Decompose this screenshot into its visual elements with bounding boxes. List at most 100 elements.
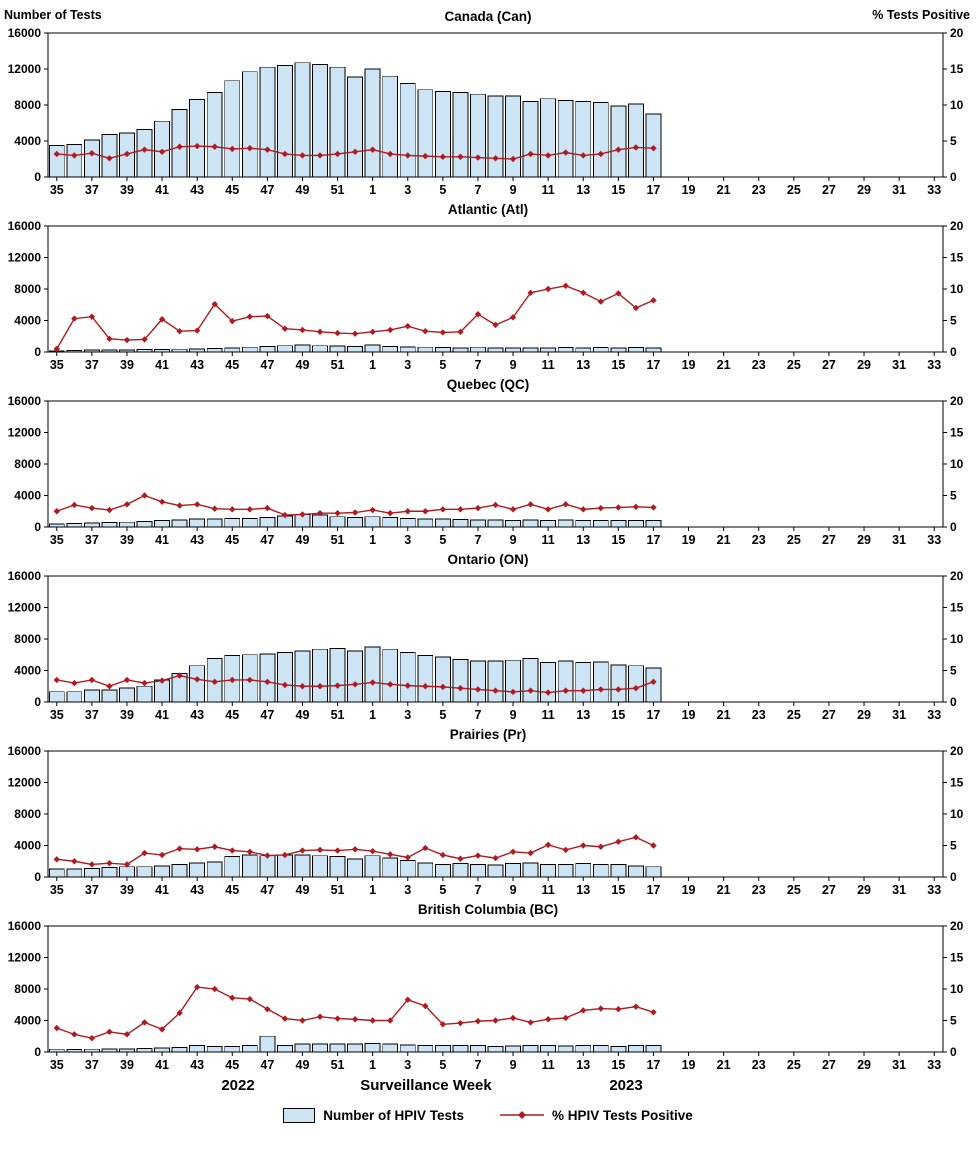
x-tick-label: 47 xyxy=(260,183,274,197)
bar xyxy=(452,347,469,353)
y-axis-ticks: 0 4000 8000 12000 16000 0 5 10 15 20 xyxy=(8,28,964,184)
bar xyxy=(347,346,364,353)
diamond-marker xyxy=(422,152,429,160)
diamond-marker xyxy=(439,851,447,859)
diamond-marker xyxy=(474,504,482,512)
diamond-marker xyxy=(106,1028,113,1036)
diamond-marker xyxy=(404,682,411,689)
bar xyxy=(645,347,662,353)
x-tick-label: 11 xyxy=(542,708,555,722)
diamond-marker xyxy=(246,848,254,855)
bar xyxy=(399,651,416,703)
bar xyxy=(470,1045,486,1053)
bar xyxy=(434,863,451,878)
bar xyxy=(645,1045,662,1053)
bar xyxy=(294,62,311,178)
diamond-marker xyxy=(492,501,499,509)
bar xyxy=(575,662,592,703)
diamond-marker xyxy=(632,684,640,692)
diamond-marker xyxy=(123,150,131,158)
diamond-marker xyxy=(404,152,411,159)
y-tick-label-right: 20 xyxy=(950,746,964,758)
x-tick-label: 13 xyxy=(576,183,590,197)
x-tick-label: 13 xyxy=(576,883,590,897)
x-tick-label: 9 xyxy=(510,883,517,897)
diamond-marker xyxy=(615,504,622,511)
diamond-marker xyxy=(88,150,96,157)
x-tick-label: 31 xyxy=(892,883,906,897)
x-tick-label: 9 xyxy=(510,183,517,197)
x-tick-label: 9 xyxy=(510,358,517,372)
bar xyxy=(522,519,539,528)
y-tick-label-right: 0 xyxy=(950,170,957,184)
diamond-marker xyxy=(193,142,201,150)
x-tick-label: 35 xyxy=(50,708,64,722)
panel-title-row: Quebec (QC) xyxy=(0,374,976,396)
x-tick-label: 1 xyxy=(369,358,376,372)
x-tick-label: 17 xyxy=(646,358,660,372)
x-tick-label: 51 xyxy=(331,883,345,897)
diamond-marker xyxy=(632,503,640,511)
bar xyxy=(189,99,206,178)
x-tick-label: 15 xyxy=(611,358,625,372)
y-tick-label-left: 0 xyxy=(34,170,41,184)
bar xyxy=(312,64,328,178)
y-tick-label-left: 0 xyxy=(34,345,41,359)
panel-title-canada: Canada (Can) xyxy=(444,9,532,24)
bar xyxy=(470,346,486,353)
y-tick-label-right: 10 xyxy=(950,982,964,996)
y-tick-label-left: 16000 xyxy=(8,221,42,233)
diamond-marker xyxy=(281,1015,289,1022)
diamond-marker xyxy=(492,854,499,862)
x-tick-label: 17 xyxy=(646,1058,660,1072)
x-tick-label: 3 xyxy=(404,1058,411,1072)
x-tick-label: 21 xyxy=(717,358,731,372)
bar xyxy=(557,863,574,878)
x-tick-label: 19 xyxy=(682,883,696,897)
y-tick-label-left: 4000 xyxy=(14,134,41,148)
bar xyxy=(294,1043,311,1053)
y-tick-label-right: 20 xyxy=(950,396,964,408)
diamond-marker xyxy=(369,847,376,855)
diamond-marker xyxy=(211,985,218,993)
x-tick-label: 25 xyxy=(787,708,801,722)
x-tick-label: 33 xyxy=(927,183,941,197)
bar xyxy=(83,139,100,178)
pct-positive-line xyxy=(56,986,654,1039)
diamond-marker xyxy=(176,845,183,852)
bar xyxy=(592,661,609,703)
x-tick-label: 31 xyxy=(892,1058,906,1072)
diamond-marker xyxy=(527,849,534,857)
diamond-marker xyxy=(211,300,218,308)
x-tick-label: 37 xyxy=(85,883,99,897)
bar xyxy=(417,518,434,528)
y-tick-label-right: 20 xyxy=(950,221,964,233)
bar xyxy=(136,866,153,878)
x-tick-label: 19 xyxy=(682,708,696,722)
diamond-marker xyxy=(615,686,622,693)
pct-positive-series xyxy=(53,282,657,353)
x-tick-label: 1 xyxy=(369,183,376,197)
diamond-marker xyxy=(264,504,271,512)
diamond-marker xyxy=(632,834,640,841)
diamond-marker xyxy=(562,149,569,156)
x-tick-label: 7 xyxy=(474,183,481,197)
bar xyxy=(154,865,170,878)
x-tick-label: 25 xyxy=(787,533,801,547)
bar xyxy=(452,1045,469,1053)
x-tick-label: 49 xyxy=(296,533,310,547)
diamond-marker xyxy=(457,855,464,862)
x-tick-label: 41 xyxy=(155,533,169,547)
diamond-marker xyxy=(88,313,96,320)
x-tick-label: 11 xyxy=(542,883,555,897)
diamond-marker xyxy=(509,506,517,513)
x-tick-label: 41 xyxy=(155,883,169,897)
diamond-marker xyxy=(369,506,376,514)
x-tick-label: 19 xyxy=(682,183,696,197)
x-tick-label: 51 xyxy=(331,183,345,197)
bar xyxy=(592,347,609,353)
x-tick-label: 11 xyxy=(542,183,555,197)
y-tick-label-right: 0 xyxy=(950,345,957,359)
panel-title-row: Atlantic (Atl) xyxy=(0,199,976,221)
bar xyxy=(592,520,609,528)
